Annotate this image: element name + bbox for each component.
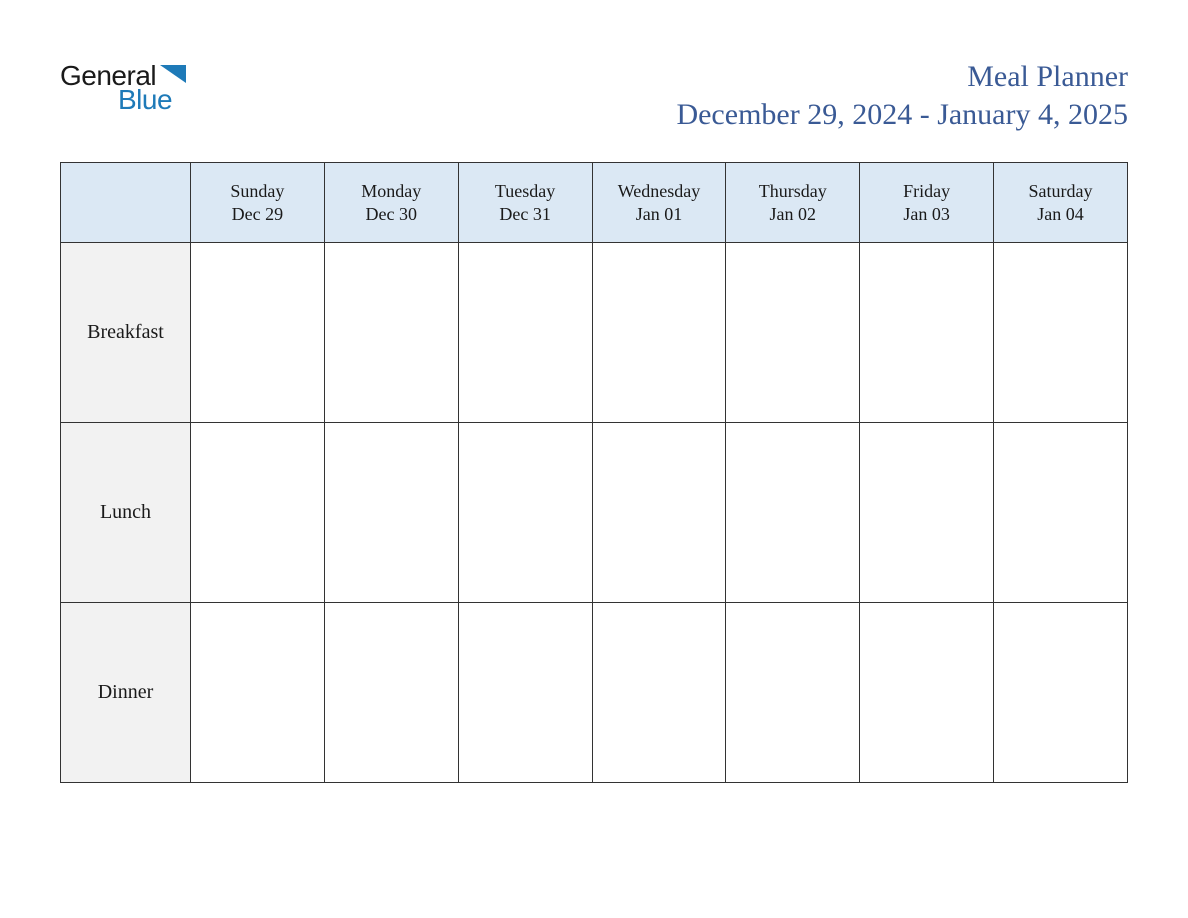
meal-cell[interactable] — [191, 423, 325, 603]
day-name: Tuesday — [463, 181, 588, 202]
day-date: Jan 02 — [730, 204, 855, 225]
day-name: Thursday — [730, 181, 855, 202]
table-header-row: Sunday Dec 29 Monday Dec 30 Tuesday Dec … — [61, 163, 1128, 243]
meal-cell[interactable] — [860, 603, 994, 783]
title-block: Meal Planner December 29, 2024 - January… — [676, 60, 1128, 132]
day-date: Jan 04 — [998, 204, 1123, 225]
meal-cell[interactable] — [458, 423, 592, 603]
meal-cell[interactable] — [592, 603, 726, 783]
meal-planner-table: Sunday Dec 29 Monday Dec 30 Tuesday Dec … — [60, 162, 1128, 783]
meal-label-breakfast: Breakfast — [61, 243, 191, 423]
meal-cell[interactable] — [994, 423, 1128, 603]
day-name: Sunday — [195, 181, 320, 202]
table-row-lunch: Lunch — [61, 423, 1128, 603]
day-name: Friday — [864, 181, 989, 202]
day-header-saturday: Saturday Jan 04 — [994, 163, 1128, 243]
meal-cell[interactable] — [458, 603, 592, 783]
table-row-breakfast: Breakfast — [61, 243, 1128, 423]
day-header-friday: Friday Jan 03 — [860, 163, 994, 243]
meal-cell[interactable] — [860, 423, 994, 603]
meal-cell[interactable] — [592, 423, 726, 603]
meal-cell[interactable] — [726, 423, 860, 603]
meal-cell[interactable] — [324, 423, 458, 603]
meal-cell[interactable] — [726, 243, 860, 423]
logo: General Blue — [60, 60, 186, 116]
day-name: Saturday — [998, 181, 1123, 202]
logo-word-blue: Blue — [118, 84, 172, 116]
table-row-dinner: Dinner — [61, 603, 1128, 783]
meal-cell[interactable] — [191, 603, 325, 783]
page-title: Meal Planner — [676, 60, 1128, 94]
meal-label-lunch: Lunch — [61, 423, 191, 603]
day-name: Wednesday — [597, 181, 722, 202]
day-header-thursday: Thursday Jan 02 — [726, 163, 860, 243]
meal-cell[interactable] — [324, 243, 458, 423]
meal-cell[interactable] — [191, 243, 325, 423]
corner-cell — [61, 163, 191, 243]
meal-cell[interactable] — [324, 603, 458, 783]
meal-cell[interactable] — [458, 243, 592, 423]
meal-cell[interactable] — [994, 603, 1128, 783]
meal-cell[interactable] — [994, 243, 1128, 423]
meal-cell[interactable] — [592, 243, 726, 423]
meal-cell[interactable] — [726, 603, 860, 783]
day-date: Dec 31 — [463, 204, 588, 225]
day-header-tuesday: Tuesday Dec 31 — [458, 163, 592, 243]
day-date: Dec 30 — [329, 204, 454, 225]
day-header-monday: Monday Dec 30 — [324, 163, 458, 243]
day-date: Jan 01 — [597, 204, 722, 225]
day-date: Jan 03 — [864, 204, 989, 225]
day-date: Dec 29 — [195, 204, 320, 225]
meal-label-dinner: Dinner — [61, 603, 191, 783]
day-header-wednesday: Wednesday Jan 01 — [592, 163, 726, 243]
day-name: Monday — [329, 181, 454, 202]
meal-cell[interactable] — [860, 243, 994, 423]
page-header: General Blue Meal Planner December 29, 2… — [60, 60, 1128, 132]
date-range: December 29, 2024 - January 4, 2025 — [676, 98, 1128, 132]
day-header-sunday: Sunday Dec 29 — [191, 163, 325, 243]
